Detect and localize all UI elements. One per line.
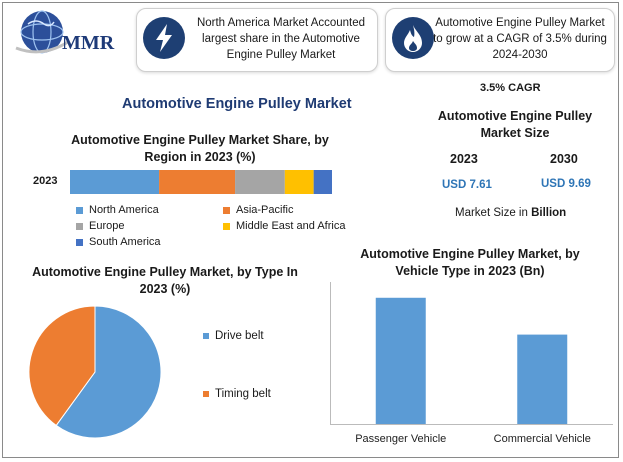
year-2030-label: 2030	[550, 152, 578, 166]
type-pie-chart	[28, 305, 162, 439]
legend-label: North America	[89, 204, 159, 216]
legend-label: Drive belt	[215, 330, 264, 342]
region-bar-segment	[313, 170, 332, 194]
cagr-label: 3.5% CAGR	[480, 82, 541, 94]
type-chart-title: Automotive Engine Pulley Market, by Type…	[32, 265, 298, 296]
legend-mea: Middle East and Africa	[223, 220, 345, 232]
value-2030: USD 9.69	[541, 178, 591, 190]
header-box-region: North America Market Accounted largest s…	[136, 8, 378, 72]
legend-north-america: North America	[76, 204, 159, 216]
legend-label: Middle East and Africa	[236, 220, 346, 232]
region-bar-category: 2023	[33, 175, 58, 187]
vehicle-bar	[517, 334, 568, 424]
year-2023-label: 2023	[450, 152, 478, 166]
legend-europe: Europe	[76, 220, 124, 232]
legend-swatch	[76, 206, 83, 214]
pie-slice	[28, 305, 96, 427]
legend-drive-belt: Drive belt	[203, 330, 264, 342]
market-size-note-prefix: Market Size in	[455, 207, 532, 219]
header-box-region-text: North America Market Accounted largest s…	[196, 17, 366, 61]
region-bar-segment	[235, 170, 285, 194]
header-box-cagr: Automotive Engine Pulley Market to grow …	[385, 8, 615, 72]
legend-label: South America	[89, 236, 161, 248]
vehicle-bar	[375, 297, 426, 424]
flame-icon	[392, 17, 434, 59]
lightning-icon	[143, 17, 185, 59]
main-title: Automotive Engine Pulley Market	[122, 96, 352, 112]
legend-swatch	[203, 391, 209, 397]
legend-swatch	[223, 222, 230, 230]
legend-south-america: South America	[76, 236, 161, 248]
vehicle-chart-title: Automotive Engine Pulley Market, by Vehi…	[360, 247, 580, 278]
legend-asia-pacific: Asia-Pacific	[223, 204, 293, 216]
vehicle-tick-label: Commercial Vehicle	[494, 433, 591, 445]
logo-text: MMR	[62, 32, 115, 54]
region-chart-title: Automotive Engine Pulley Market Share, b…	[71, 133, 329, 164]
region-stacked-bar	[70, 170, 332, 194]
value-2023: USD 7.61	[442, 179, 492, 191]
legend-label: Asia-Pacific	[236, 204, 294, 216]
legend-swatch	[76, 238, 83, 246]
market-size-title: Automotive Engine Pulley Market Size	[437, 109, 593, 140]
vehicle-bar-chart: Passenger Vehicle Commercial Vehicle	[330, 282, 613, 445]
pie-slice	[55, 305, 162, 439]
vehicle-tick-label: Passenger Vehicle	[355, 433, 446, 445]
legend-label: Timing belt	[215, 388, 271, 400]
region-bar-segment	[70, 170, 160, 194]
region-bar-segment	[284, 170, 314, 194]
region-bar-segment	[159, 170, 236, 194]
header-box-cagr-text: Automotive Engine Pulley Market to grow …	[433, 17, 607, 61]
legend-swatch	[203, 333, 209, 339]
legend-timing-belt: Timing belt	[203, 388, 271, 400]
legend-swatch	[223, 206, 230, 214]
market-size-note: Market Size in Billion	[455, 207, 566, 219]
market-size-note-unit: Billion	[531, 207, 567, 219]
infographic-frame	[2, 2, 619, 458]
mmr-logo	[10, 8, 130, 58]
legend-label: Europe	[89, 220, 125, 232]
globe-icon	[15, 10, 69, 54]
legend-swatch	[76, 222, 83, 230]
